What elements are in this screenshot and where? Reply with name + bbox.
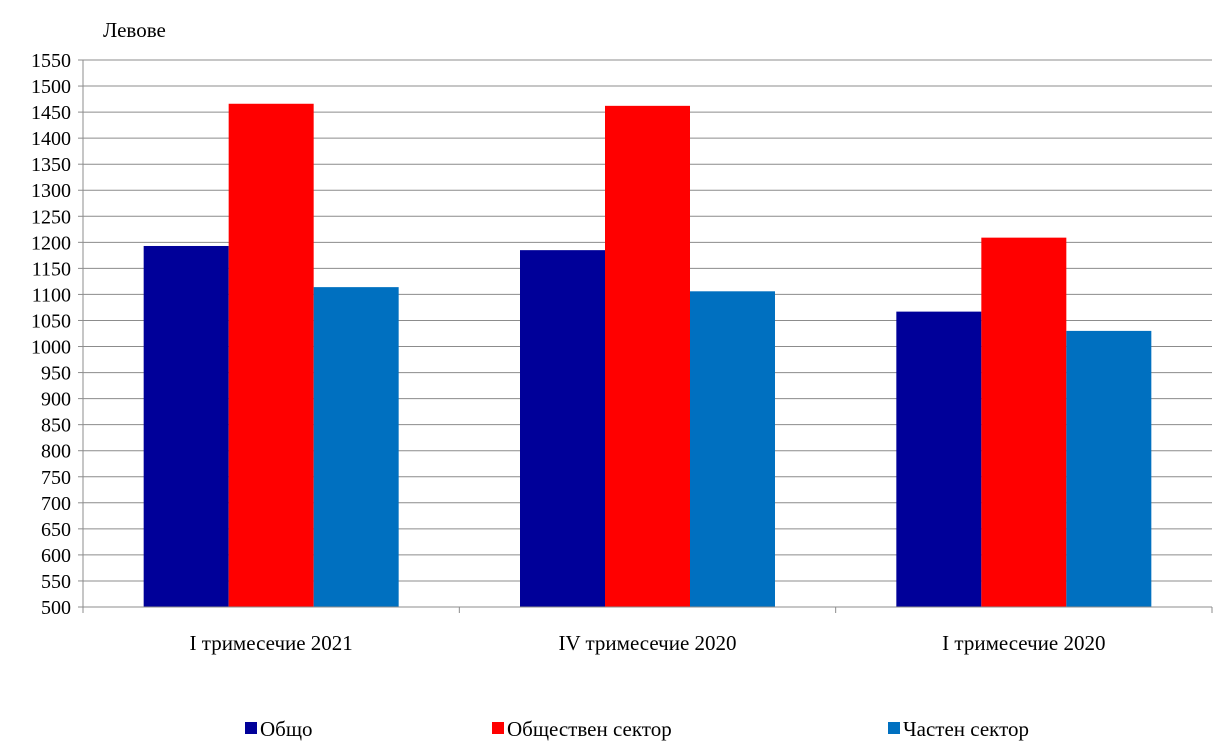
y-tick-label: 500	[41, 597, 71, 619]
y-tick-label: 900	[41, 389, 71, 411]
y-tick-label: 1500	[31, 76, 71, 98]
axes	[82, 60, 1213, 613]
y-tick-label: 950	[41, 363, 71, 385]
y-tick-label: 1200	[31, 232, 71, 254]
legend-swatch	[245, 722, 257, 734]
legend-swatch	[888, 722, 900, 734]
bar-2-3	[981, 237, 1067, 607]
y-tick-label: 1550	[31, 50, 71, 72]
y-tick-label: 1450	[31, 102, 71, 124]
bar-2-2	[605, 105, 690, 607]
legend-label: Частен сектор	[903, 717, 1029, 741]
y-tick-label: 1050	[31, 310, 71, 332]
bar-3-3	[1066, 330, 1152, 607]
y-tick-label: 1350	[31, 154, 71, 176]
y-tick-label: 1000	[31, 337, 71, 359]
y-tick-label: 1300	[31, 180, 71, 202]
legend-label: Обществен сектор	[507, 717, 672, 741]
y-tick-label: 1150	[32, 258, 71, 280]
bars	[143, 103, 1152, 608]
y-tick-label: 600	[41, 545, 71, 567]
bar-3-2	[690, 291, 775, 607]
x-category-label: I тримесечие 2020	[942, 631, 1105, 655]
y-tick-label: 800	[41, 441, 71, 463]
x-category-label: IV тримесечие 2020	[558, 631, 736, 655]
x-category-label: I тримесечие 2021	[190, 631, 353, 655]
y-tick-label: 1250	[31, 206, 71, 228]
y-tick-label: 1400	[31, 128, 71, 150]
y-axis-label: Левове	[103, 18, 166, 42]
legend-swatch	[492, 722, 504, 734]
bar-3-1	[313, 287, 399, 607]
legend-label: Общо	[260, 717, 313, 741]
y-tick-label: 750	[41, 467, 71, 489]
y-tick-label: 1100	[32, 284, 71, 306]
y-tick-label: 850	[41, 415, 71, 437]
bar-1-2	[520, 250, 605, 607]
y-tick-label: 700	[41, 493, 71, 515]
legend: Общо Обществен сектор Частен сектор	[245, 717, 1029, 741]
y-tick-label: 550	[41, 571, 71, 593]
bar-1-3	[896, 311, 982, 607]
bar-1-1	[143, 245, 229, 608]
y-tick-labels: 500 550 600 650 700 750 800 850 900 950 1000 1050 11…	[31, 50, 71, 619]
bar-2-1	[228, 103, 314, 607]
x-category-labels: I тримесечие 2021 IV тримесечие 2020 I три…	[190, 631, 1106, 655]
y-tick-label: 650	[41, 519, 71, 541]
